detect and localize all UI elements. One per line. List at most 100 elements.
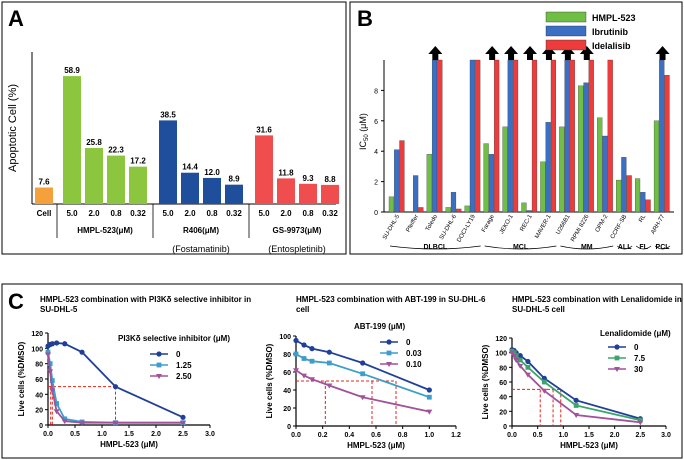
b-bar-2-5 (494, 59, 500, 213)
b-group-label-1: MCL (513, 244, 529, 251)
b-bar-1-12 (621, 157, 627, 213)
a-note-0: (Fostamatinib) (172, 244, 230, 254)
c3-legend-title: Lenalidomide (μM) (600, 329, 671, 338)
c3-legend-label-1: 7.5 (634, 354, 646, 363)
a-value-label-7: 12.0 (204, 168, 220, 177)
c3-x-tick-label-4: 2.0 (610, 432, 620, 439)
c3-point-2-5 (541, 388, 548, 394)
b-bar-2-0 (399, 140, 405, 213)
b-bar-1-11 (602, 135, 608, 213)
c1-title-line-1: SU-DHL-5 (40, 305, 78, 314)
c1-point-0-5 (79, 349, 85, 355)
b-y-tick-label-4: 8 (374, 88, 378, 95)
c2-legend-marker-0 (386, 339, 392, 345)
c3-y-tick-label-2: 40 (499, 395, 507, 402)
b-arrow-4 (541, 46, 556, 60)
c1-x-tick-label-3: 1.5 (124, 431, 134, 438)
c1-y-tick-label-1: 20 (35, 408, 43, 415)
b-y-tick-label-1: 2 (374, 180, 378, 187)
b-arrow-5 (560, 46, 575, 60)
chart-a: Apoptotic Cell (%) 7.6 Cell 58.9 5.0 25.8 2.0 2… (7, 52, 339, 254)
c1-point-1-1 (47, 361, 53, 367)
c1-point-2-6 (112, 420, 119, 426)
c1-y-tick-label-0: 0 (39, 423, 43, 430)
b-bar-0-9 (559, 126, 565, 213)
c3-x-label: HMPL-523 (μM) (560, 441, 618, 450)
c2-point-0-4 (360, 360, 366, 366)
c2-point-2-5 (426, 409, 433, 415)
b-y-tick-label-2: 4 (374, 149, 378, 156)
a-bar-7 (203, 177, 221, 204)
b-bar-1-8 (545, 122, 551, 213)
c1-legend-marker-0 (156, 351, 162, 357)
c1-point-1-4 (62, 416, 68, 422)
c2-legend-label-0: 0 (406, 338, 411, 347)
b-bar-1-6 (507, 59, 513, 213)
c2-point-0-1 (301, 342, 307, 348)
b-group-label-5: PCL (656, 244, 671, 251)
c1-y-tick-label-3: 60 (35, 377, 43, 384)
a-tick-label-12: 0.32 (322, 209, 338, 218)
b-bar-0-5 (483, 143, 489, 213)
b-group-label-3: ALL (618, 244, 632, 251)
b-bracket-5 (654, 245, 671, 250)
c2-point-0-0 (293, 337, 299, 344)
chart-c2: HMPL-523 combination with ABT-199 in SU-… (265, 295, 486, 450)
b-bar-0-10 (578, 85, 584, 213)
panel-c-label: C (8, 289, 24, 314)
c1-point-1-0 (45, 349, 51, 355)
chart-c1: HMPL-523 combination with PI3Kδ selectiv… (17, 295, 251, 449)
c2-x-tick-label-2: 0.4 (344, 432, 354, 439)
panel-c-frame (1, 283, 683, 459)
a-note-1: (Entospletinib) (268, 244, 326, 254)
a-value-label-6: 14.4 (182, 163, 198, 172)
b-y-label-unit: (μM) (358, 113, 368, 134)
b-bar-2-9 (569, 59, 575, 213)
c3-x-tick-label-3: 1.5 (584, 432, 594, 439)
c3-point-1-1 (511, 350, 517, 356)
b-y-tick-label-3: 6 (374, 119, 378, 126)
c3-y-tick-label-4: 80 (499, 365, 507, 372)
c3-y-label: Live cells (%DMSO) (481, 344, 490, 419)
c3-point-2-0 (509, 350, 515, 356)
a-bar-0 (35, 187, 53, 204)
b-bar-2-4 (475, 59, 481, 213)
b-bar-1-2 (431, 59, 438, 213)
c2-title-line-0: HMPL-523 combination with ABT-199 in SU-… (296, 295, 486, 304)
c1-point-2-4 (61, 419, 68, 425)
b-bar-0-2 (426, 154, 432, 213)
c2-point-2-2 (309, 377, 315, 383)
c2-x-tick-label-4: 0.8 (398, 432, 408, 439)
a-bar-11 (299, 183, 317, 204)
a-value-label-4: 17.2 (130, 157, 146, 166)
a-tick-label-9: 5.0 (258, 209, 270, 218)
c1-point-0-3 (54, 340, 60, 346)
c3-point-1-4 (525, 364, 531, 370)
a-value-label-5: 38.5 (160, 110, 176, 119)
c1-point-0-4 (62, 341, 68, 347)
c2-point-2-0 (293, 368, 299, 374)
c3-point-1-2 (513, 353, 519, 358)
b-bar-2-14 (664, 75, 670, 213)
b-legend-label-1: Ibrutinib (592, 27, 628, 37)
c3-legend-marker-0 (614, 344, 620, 350)
c2-y-tick-label-5: 100 (279, 334, 291, 341)
a-value-label-10: 11.8 (278, 168, 294, 177)
c2-legend-marker-1 (386, 350, 392, 356)
a-bar-10 (277, 178, 295, 204)
c3-x-tick-label-0: 0.0 (507, 432, 517, 439)
c3-x-tick-label-6: 3.0 (661, 432, 671, 439)
c1-legend-label-2: 2.50 (176, 372, 192, 381)
b-bar-1-1 (413, 175, 419, 213)
c2-y-tick-label-0: 0 (287, 424, 291, 431)
b-bar-0-13 (634, 178, 641, 213)
a-value-label-9: 31.6 (256, 125, 272, 134)
c1-point-1-2 (49, 378, 55, 383)
c1-legend-title: PI3Kδ selective inhibitor (μM) (118, 334, 230, 343)
c3-point-2-4 (524, 372, 531, 378)
c3-point-2-7 (637, 420, 644, 426)
b-y-label-sub: 50 (364, 134, 370, 141)
b-arrow-2 (504, 46, 519, 60)
c1-x-label: HMPL-523 (μM) (100, 440, 158, 449)
